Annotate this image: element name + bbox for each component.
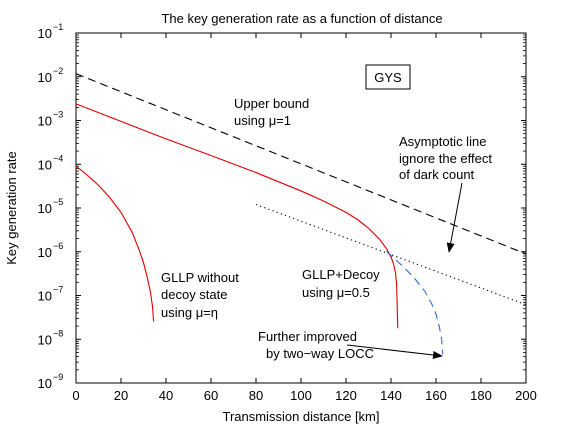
y-tick-exponent: −1 <box>53 22 63 32</box>
x-tick-label: 80 <box>249 388 263 403</box>
y-tick-label: 10 <box>38 245 52 260</box>
x-tick-label: 180 <box>470 388 492 403</box>
plot-area: 0 20 40 60 80 100 120 140 160 180 200 10−110−210−3… <box>38 22 537 403</box>
annotation-upper-bound-line1: Upper bound <box>234 96 309 111</box>
y-tick-exponent: −6 <box>53 241 63 251</box>
annotation-gllp-decoy-line1: GLLP+Decoy <box>302 267 380 282</box>
x-tick-label: 140 <box>380 388 402 403</box>
x-tick-label: 20 <box>114 388 128 403</box>
y-tick-exponent: −3 <box>53 110 63 120</box>
annotation-two-way-line1: Further improved <box>258 329 357 344</box>
y-tick-exponent: −4 <box>53 153 63 163</box>
annotation-gllp-no-decoy-line3: using μ=η <box>161 305 218 320</box>
x-tick-label: 120 <box>335 388 357 403</box>
y-tick-label: 10 <box>38 201 52 216</box>
legend-box-label: GYS <box>374 70 402 85</box>
x-axis-ticks: 0 20 40 60 80 100 120 140 160 180 200 <box>72 33 537 403</box>
y-tick-label: 10 <box>38 376 52 391</box>
legend-box-frame <box>365 64 411 90</box>
series-line-two-way <box>386 250 444 355</box>
y-tick-label: 10 <box>38 114 52 129</box>
x-tick-label: 0 <box>72 388 79 403</box>
annotation-gllp-no-decoy-line2: decoy state <box>161 287 228 302</box>
x-tick-label: 100 <box>290 388 312 403</box>
y-tick-exponent: −7 <box>53 285 63 295</box>
x-tick-label: 40 <box>159 388 173 403</box>
annotation-asymptotic-line1: Asymptotic line <box>399 134 486 149</box>
asymptotic-arrow <box>446 182 463 253</box>
y-tick-exponent: −2 <box>53 66 63 76</box>
annotation-gllp-decoy: GLLP+Decoy using μ=0.5 <box>302 267 380 300</box>
x-axis-label: Transmission distance [km] <box>222 409 379 424</box>
annotation-asymptotic: Asymptotic line ignore the effect of dar… <box>399 134 492 182</box>
y-tick-exponent: −8 <box>53 328 63 338</box>
series-line-upper-bound <box>75 73 527 255</box>
annotation-two-way: Further improved by two−way LOCC <box>258 329 374 361</box>
y-tick-label: 10 <box>38 332 52 347</box>
annotation-asymptotic-line2: ignore the effect <box>399 151 492 166</box>
annotation-asymptotic-line3: of dark count <box>399 167 475 182</box>
annotation-gllp-decoy-line2: using μ=0.5 <box>302 285 370 300</box>
legend-box: GYS <box>365 64 411 90</box>
series-line-gllp-decoy <box>75 103 399 329</box>
annotation-two-way-line2: by two−way LOCC <box>266 346 374 361</box>
two-way-arrow <box>346 344 443 359</box>
y-tick-label: 10 <box>38 289 52 304</box>
x-tick-label: 200 <box>515 388 537 403</box>
x-tick-label: 60 <box>204 388 218 403</box>
chart-title: The key generation rate as a function of… <box>161 11 442 26</box>
annotation-gllp-no-decoy: GLLP without decoy state using μ=η <box>161 270 239 320</box>
annotation-upper-bound-line2: using μ=1 <box>234 113 291 128</box>
annotation-gllp-no-decoy-line1: GLLP without <box>161 270 239 285</box>
series-line-asymptotic <box>255 203 527 306</box>
y-tick-label: 10 <box>38 157 52 172</box>
y-axis-label: Key generation rate <box>4 151 19 264</box>
y-tick-label: 10 <box>38 26 52 41</box>
y-tick-label: 10 <box>38 70 52 85</box>
series-line-gllp-no-decoy <box>75 165 155 322</box>
series-layer <box>75 73 527 355</box>
annotation-upper-bound: Upper bound using μ=1 <box>234 96 309 128</box>
x-tick-label: 160 <box>425 388 447 403</box>
y-axis-ticks: 10−110−210−310−410−510−610−710−810−9 <box>38 22 526 391</box>
y-tick-exponent: −9 <box>53 372 63 382</box>
y-tick-exponent: −5 <box>53 197 63 207</box>
